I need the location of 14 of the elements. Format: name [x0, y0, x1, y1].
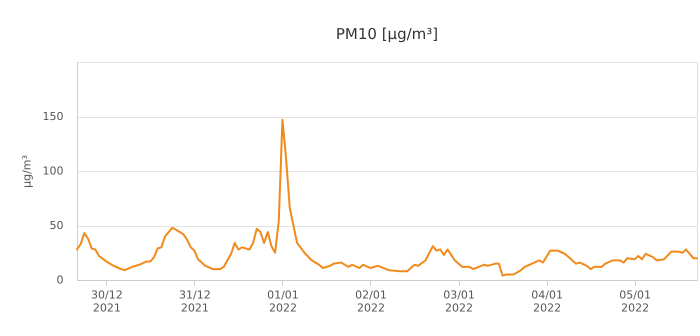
- x-tick-label: 02/01 2022: [355, 288, 387, 314]
- line-series: [76, 118, 698, 277]
- x-tick-label: 31/12 2021: [179, 288, 211, 314]
- y-tick-label: 100: [42, 164, 64, 178]
- x-tick-label: 03/01 2022: [443, 288, 475, 314]
- y-tick-label: 0: [56, 274, 64, 286]
- y-axis-title: µg/m³: [20, 155, 34, 188]
- y-tick-label: 150: [42, 110, 64, 123]
- x-tick-label: 30/12 2021: [91, 288, 123, 314]
- y-tick-label: 50: [50, 219, 64, 232]
- chart-title: PM10 [µg/m³]: [336, 25, 438, 43]
- x-tick-label: 04/01 2022: [531, 288, 563, 314]
- x-tick-label: 05/01 2022: [619, 288, 651, 314]
- x-tick-label: 01/01 2022: [267, 288, 299, 314]
